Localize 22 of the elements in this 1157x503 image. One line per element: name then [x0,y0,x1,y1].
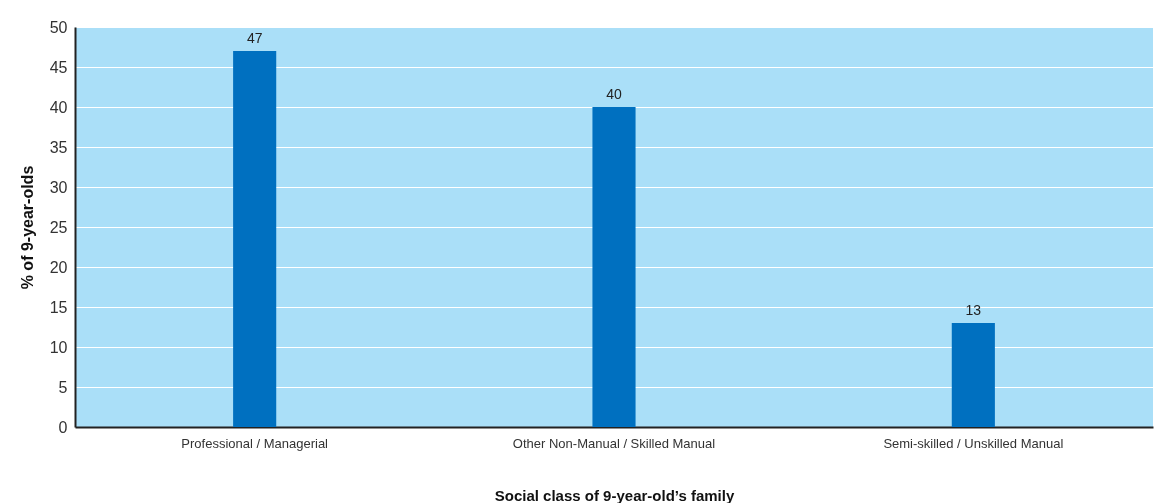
y-tick-label: 30 [49,178,68,196]
y-tick-label: 5 [58,378,68,396]
y-tick-label: 25 [49,218,68,236]
y-tick-label: 10 [49,338,68,356]
y-tick-label: 45 [49,58,68,76]
bar [592,107,636,427]
bar [233,51,277,427]
data-label: 13 [965,302,982,318]
y-tick-label: 50 [49,18,68,36]
x-axis-title: Social class of 9-year-old’s family [494,486,735,503]
y-tick-label: 20 [49,258,68,276]
x-tick-label: Semi-skilled / Unskilled Manual [883,435,1064,451]
y-axis-title: % of 9-year-olds [18,165,36,290]
y-tick-label: 0 [58,418,68,436]
bar [951,323,995,427]
x-tick-label: Other Non-Manual / Skilled Manual [512,435,716,451]
data-label: 40 [606,86,622,102]
x-tick-label: Professional / Managerial [181,435,329,451]
y-tick-label: 40 [49,98,68,116]
data-label: 47 [246,30,263,46]
y-tick-label: 15 [49,298,68,316]
y-tick-label: 35 [49,138,68,156]
